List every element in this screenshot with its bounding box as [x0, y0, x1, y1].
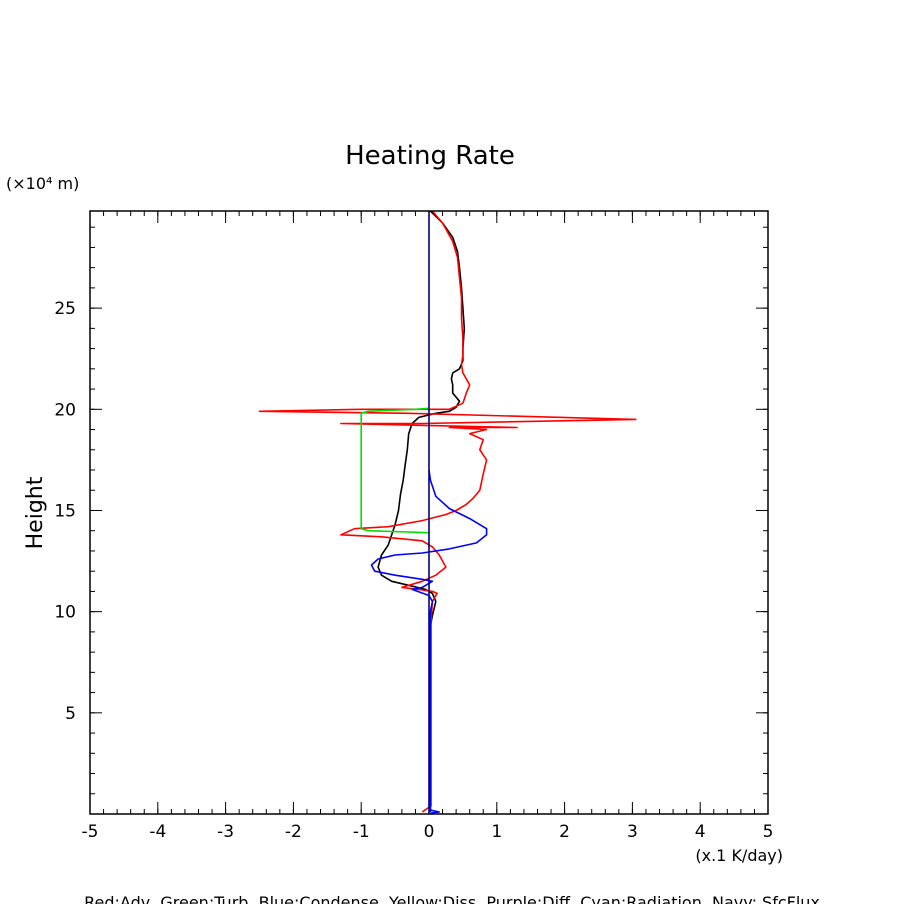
tick-labels: -5 -4 -3 -2 -1 0 1 2 3 4 5 5 10 15 20 25 [54, 299, 773, 842]
series-line-condense [370, 469, 488, 814]
y-tick-label: 25 [54, 299, 76, 319]
x-tick-label: 3 [627, 822, 638, 842]
series-line-total [377, 210, 466, 812]
x-tick-label: -2 [285, 822, 302, 842]
x-tick-label: 4 [695, 822, 706, 842]
y-tick-label: 10 [54, 603, 76, 623]
x-tick-label: 0 [424, 822, 435, 842]
plot-area-frame [89, 210, 769, 815]
series-layer [258, 210, 637, 814]
x-tick-label: -1 [353, 822, 370, 842]
x-tick-label: -5 [82, 822, 99, 842]
y-axis-label: Height [23, 476, 48, 549]
x-axis-unit: (x.1 K/day) [695, 846, 783, 865]
series-line-turb [360, 407, 430, 534]
x-tick-label: 2 [559, 822, 570, 842]
footer-legend-text: Red:Adv, Green:Turb, Blue:Condense, Yell… [84, 893, 820, 904]
x-tick-label: -4 [149, 822, 166, 842]
x-tick-label: -3 [217, 822, 234, 842]
y-tick-label: 15 [54, 501, 76, 521]
x-tick-label: 1 [491, 822, 502, 842]
series-line-adv [258, 210, 637, 813]
y-tick-label: 5 [65, 704, 76, 724]
y-tick-label: 20 [54, 400, 76, 420]
chart-title: Heating Rate [345, 141, 515, 171]
y-axis-unit: (×10⁴ m) [6, 174, 79, 193]
x-tick-label: 5 [763, 822, 774, 842]
